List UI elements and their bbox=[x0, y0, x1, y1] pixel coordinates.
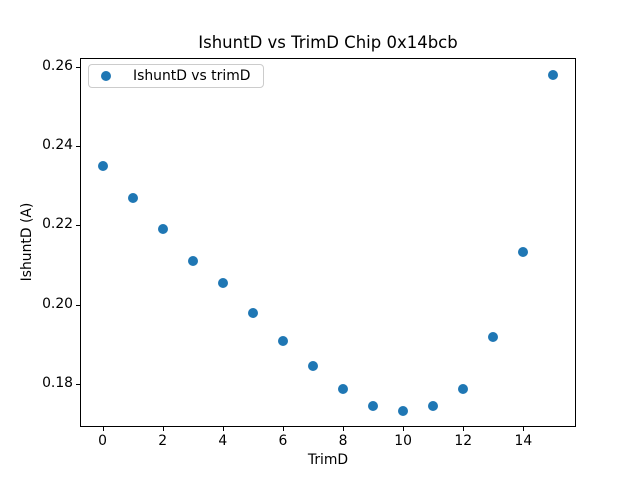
x-tick-label: 4 bbox=[218, 433, 228, 449]
scatter-point bbox=[97, 161, 108, 171]
y-tick-label: 0.20 bbox=[42, 295, 73, 312]
x-tick-label: 8 bbox=[338, 433, 348, 449]
scatter-point bbox=[187, 256, 198, 267]
y-tick-mark bbox=[76, 146, 80, 148]
y-tick-mark bbox=[76, 225, 80, 227]
y-tick-label: 0.18 bbox=[42, 375, 73, 392]
x-axis-label: TrimD bbox=[307, 452, 349, 468]
scatter-point bbox=[428, 400, 439, 411]
x-tick-mark bbox=[282, 427, 284, 431]
x-tick-mark bbox=[343, 427, 345, 431]
x-tick-mark bbox=[162, 427, 164, 431]
y-tick-label: 0.26 bbox=[42, 58, 73, 75]
x-tick-mark bbox=[222, 427, 224, 431]
scatter-point bbox=[157, 224, 168, 235]
x-tick-label: 14 bbox=[514, 433, 533, 449]
scatter-point bbox=[247, 307, 258, 318]
chart-title: IshuntD vs TrimD Chip 0x14bcb bbox=[198, 33, 458, 52]
legend-label: IshuntD vs trimD bbox=[133, 67, 251, 84]
y-tick-mark bbox=[76, 304, 80, 306]
scatter-point bbox=[277, 336, 288, 347]
x-tick-label: 0 bbox=[98, 433, 107, 449]
scatter-point bbox=[518, 246, 529, 257]
legend: IshuntD vs trimD bbox=[88, 63, 265, 88]
x-tick-label: 12 bbox=[454, 433, 473, 449]
scatter-point bbox=[127, 193, 138, 204]
x-tick-mark bbox=[463, 427, 465, 431]
y-tick-label: 0.22 bbox=[42, 216, 73, 233]
plot-area: IshuntD vs trimD bbox=[80, 57, 576, 427]
scatter-point bbox=[398, 406, 409, 417]
x-tick-mark bbox=[403, 427, 405, 431]
scatter-point bbox=[338, 384, 349, 395]
y-tick-mark bbox=[76, 383, 80, 385]
scatter-point bbox=[548, 69, 559, 80]
scatter-point bbox=[217, 277, 228, 288]
x-tick-mark bbox=[523, 427, 525, 431]
scatter-point bbox=[488, 332, 499, 343]
scatter-point bbox=[458, 383, 469, 394]
y-axis-label: IshuntD (A) bbox=[19, 202, 35, 282]
legend-marker-dot-icon bbox=[101, 70, 111, 81]
scatter-point bbox=[368, 400, 379, 411]
y-tick-label: 0.24 bbox=[42, 137, 73, 154]
y-tick-mark bbox=[76, 67, 80, 68]
x-tick-label: 10 bbox=[394, 433, 412, 449]
x-tick-label: 6 bbox=[278, 433, 288, 449]
x-tick-mark bbox=[102, 427, 104, 431]
scatter-point bbox=[307, 361, 318, 372]
x-tick-label: 2 bbox=[158, 433, 168, 449]
